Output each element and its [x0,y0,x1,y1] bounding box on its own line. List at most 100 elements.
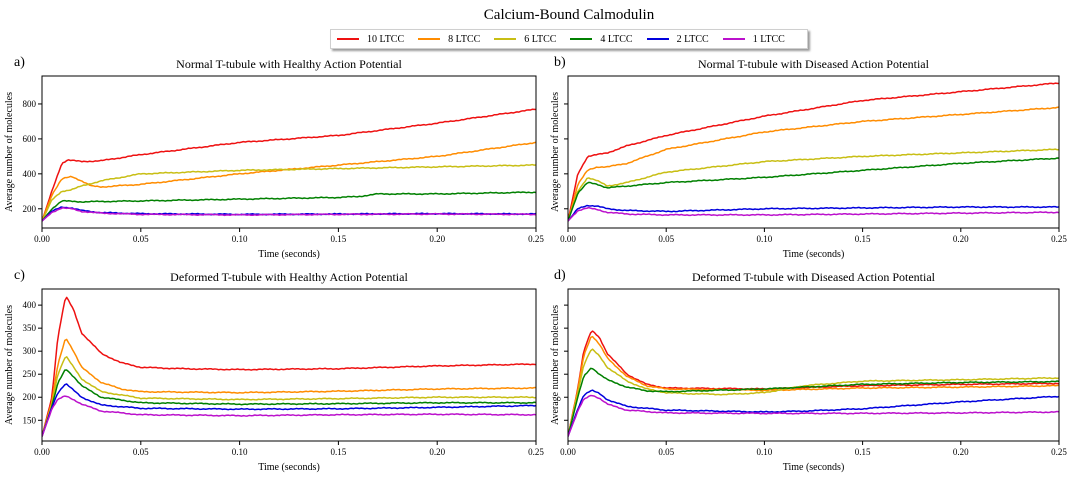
x-tick-label: 0.25 [528,234,544,244]
panel-label: c) [14,268,25,283]
legend-label: 6 LTCC [524,33,557,45]
x-tick-label: 0.15 [855,234,871,244]
series-group [42,296,536,437]
x-tick-label: 0.25 [1051,234,1067,244]
legend-item-4-ltcc: 4 LTCC [570,33,633,45]
legend-item-8-ltcc: 8 LTCC [418,34,480,45]
series-line-1-ltcc [568,394,1059,437]
series-line-6-ltcc [568,348,1059,437]
panel-title: Normal T-tubule with Healthy Action Pote… [176,57,402,71]
x-tick-label: 0.05 [133,234,149,244]
y-tick-label: 600 [23,134,37,144]
legend-swatch [418,38,441,40]
panel-label: a) [14,55,25,70]
legend-item-2-ltcc: 2 LTCC [646,33,709,45]
panel-title: Deformed T-tubule with Healthy Action Po… [170,270,408,284]
y-tick-label: 400 [23,300,37,310]
panel-title: Deformed T-tubule with Diseased Action P… [692,270,936,284]
legend-label: 10 LTCC [367,33,405,45]
x-tick-label: 0.00 [560,447,576,457]
series-line-1-ltcc [42,395,536,437]
figure-title: Calcium-Bound Calmodulin [484,7,655,23]
y-tick-label: 250 [23,369,37,379]
series-line-10-ltcc [42,296,536,437]
panels-group: Normal T-tubule with Healthy Action Pote… [4,55,1067,473]
legend-swatch [722,38,745,40]
series-line-8-ltcc [568,106,1059,222]
series-line-1-ltcc [42,206,536,222]
legend-label: 8 LTCC [448,33,481,45]
y-tick-label: 400 [23,169,37,179]
legend-item-10-ltcc: 10 LTCC [337,34,404,45]
panel-label: d) [554,268,566,283]
legend-label: 1 LTCC [752,33,785,45]
series-group [568,330,1059,437]
legend-label: 4 LTCC [600,33,633,45]
legend-item-1-ltcc: 1 LTCC [722,33,785,45]
series-line-4-ltcc [42,369,536,437]
series-line-8-ltcc [568,335,1059,437]
x-tick-label: 0.25 [1051,447,1067,457]
series-line-1-ltcc [568,206,1059,222]
x-tick-label: 0.05 [658,234,674,244]
x-tick-label: 0.20 [429,447,445,457]
x-axis-label: Time (seconds) [258,249,320,260]
y-axis-label: Average number of molecules [550,92,561,212]
plot-frame [41,288,537,442]
y-tick-label: 300 [23,346,37,356]
chart-panel-a: Normal T-tubule with Healthy Action Pote… [4,55,544,260]
legend-swatch [337,38,359,40]
x-tick-label: 0.00 [34,447,50,457]
y-tick-label: 150 [23,415,37,425]
series-line-6-ltcc [568,148,1059,222]
series-line-2-ltcc [568,204,1059,222]
series-group [42,108,536,222]
x-tick-label: 0.15 [331,234,347,244]
y-tick-label: 200 [23,204,37,214]
series-group [568,82,1059,222]
legend-swatch [570,38,593,40]
legend-swatch [646,38,669,40]
x-tick-label: 0.10 [757,234,773,244]
y-tick-label: 200 [23,392,37,402]
chart-panel-c: Deformed T-tubule with Healthy Action Po… [4,268,544,473]
x-axis-label: Time (seconds) [783,249,845,260]
y-axis-label: Average number of molecules [4,305,15,425]
x-tick-label: 0.00 [34,234,50,244]
y-tick-label: 350 [23,323,37,333]
series-line-4-ltcc [42,191,536,222]
x-tick-label: 0.10 [232,447,248,457]
x-tick-label: 0.20 [953,447,969,457]
x-tick-label: 0.05 [658,447,674,457]
x-tick-label: 0.20 [953,234,969,244]
x-tick-label: 0.15 [855,447,871,457]
chart-panel-b: Normal T-tubule with Diseased Action Pot… [550,55,1067,260]
chart-panel-d: Deformed T-tubule with Diseased Action P… [550,268,1067,473]
series-line-2-ltcc [42,383,536,437]
plot-frame [41,75,537,229]
x-tick-label: 0.20 [429,234,445,244]
y-tick-label: 800 [23,99,37,109]
legend-label: 2 LTCC [676,33,709,45]
x-tick-label: 0.10 [757,447,773,457]
x-axis-label: Time (seconds) [783,462,845,473]
panel-title: Normal T-tubule with Diseased Action Pot… [698,57,930,71]
series-line-10-ltcc [568,82,1059,222]
legend-swatch [494,38,517,40]
series-line-2-ltcc [568,389,1059,437]
plot-frame [567,75,1060,229]
series-line-6-ltcc [42,356,536,437]
x-tick-label: 0.15 [331,447,347,457]
x-tick-label: 0.05 [133,447,149,457]
y-axis-label: Average number of molecules [4,92,15,212]
series-line-6-ltcc [42,163,536,222]
series-line-10-ltcc [42,108,536,222]
series-line-4-ltcc [568,367,1059,437]
series-line-4-ltcc [568,157,1059,222]
panel-label: b) [554,55,566,70]
x-tick-label: 0.10 [232,234,248,244]
y-axis-label: Average number of molecules [550,305,561,425]
x-axis-label: Time (seconds) [258,462,320,473]
series-line-8-ltcc [42,338,536,437]
